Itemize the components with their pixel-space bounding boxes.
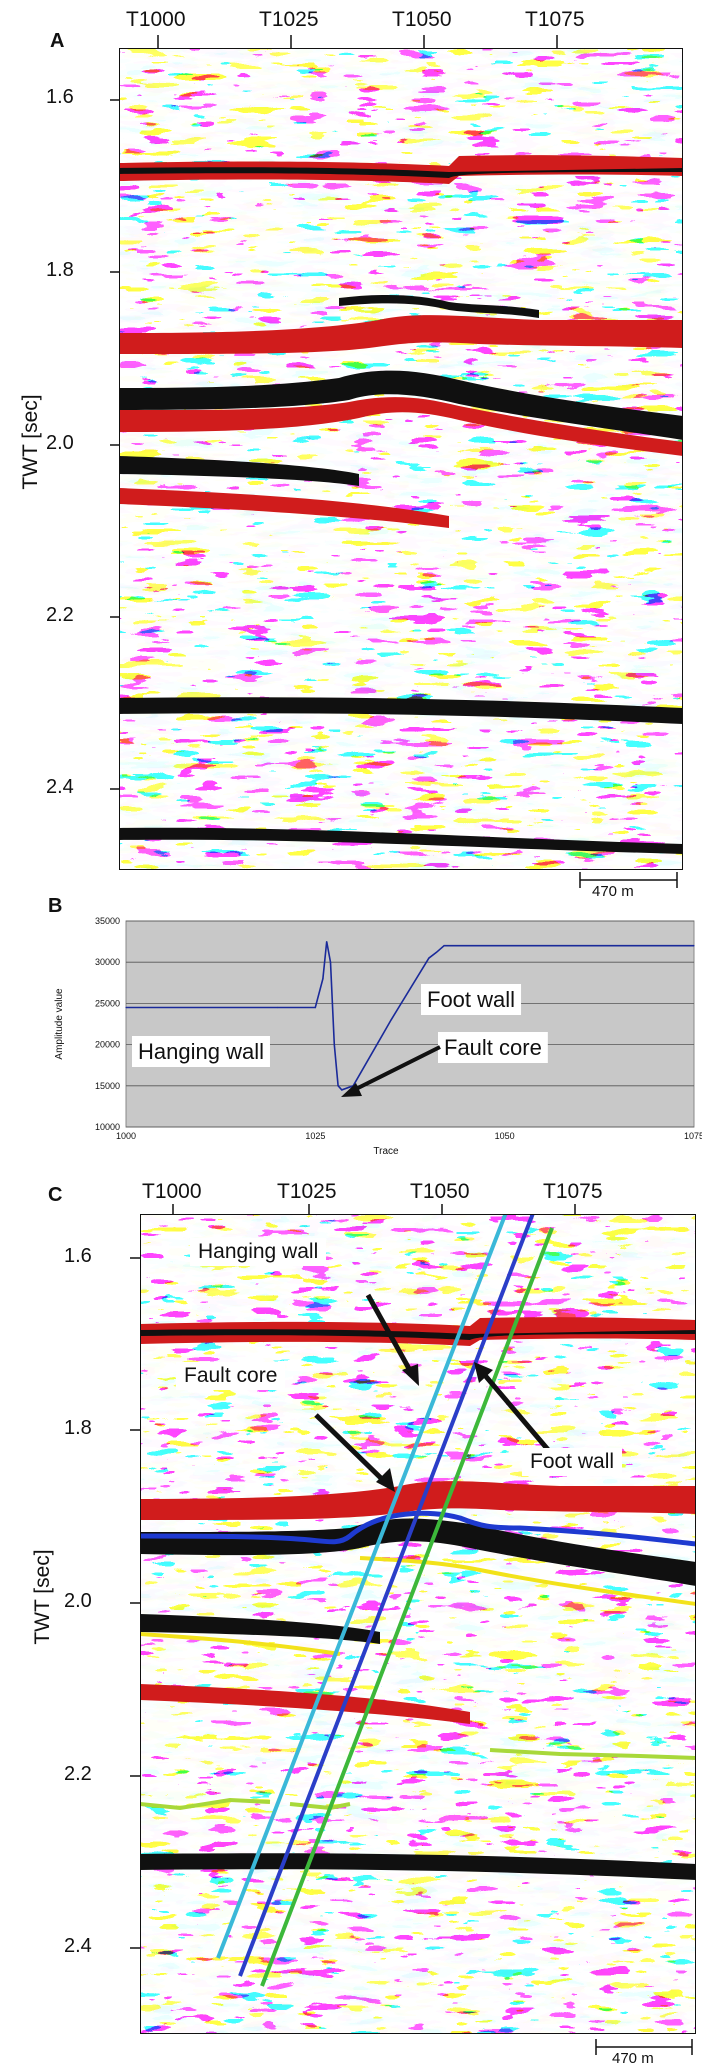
chart-y-tick-label: 10000	[95, 1122, 120, 1132]
chart-data-point	[314, 1006, 316, 1009]
chart-y-axis-label: Amplitude value	[54, 988, 65, 1060]
chart-y-tick-label: 25000	[95, 998, 120, 1008]
chart-data-point	[390, 1019, 392, 1021]
panel-a: A T1000 T1025 T1050 T1075 1.6 1.8 2.0 2.…	[0, 0, 702, 900]
chart-y-tick-label: 35000	[95, 916, 120, 926]
chart-annotation-foot-wall: Foot wall	[427, 987, 515, 1012]
chart-data-point	[579, 945, 582, 947]
panel-c-fault-core-label: Fault core	[176, 1362, 286, 1390]
chart-annotation-fault-core-box	[438, 1032, 548, 1063]
panel-c-trace-tick-1075: T1075	[543, 1180, 603, 1203]
chart-data-point	[333, 1044, 335, 1046]
chart-data-point	[341, 1089, 343, 1091]
panel-a-axes-ticks	[110, 35, 678, 888]
chart-annotation-foot-wall-box	[421, 984, 522, 1015]
chart-plot-area	[125, 920, 695, 1128]
panel-c-trace-tick-1025: T1025	[277, 1180, 337, 1203]
chart-data-point	[466, 945, 468, 947]
panel-a-trace-tick-1025: T1025	[259, 8, 319, 31]
chart-annotation-fault-core: Fault core	[444, 1035, 542, 1060]
panel-c-trace-tick-1000: T1000	[142, 1180, 202, 1203]
panel-c-foot-wall-label: Foot wall	[522, 1448, 623, 1476]
chart-data-point	[693, 945, 695, 947]
chart-y-tick-label: 20000	[95, 1040, 120, 1050]
panel-c-scale-bar-label: 470 m	[612, 2050, 654, 2067]
chart-y-tick-label: 30000	[95, 957, 120, 967]
panel-a-time-tick-2-4: 2.4	[46, 776, 74, 798]
chart-y-tick-label: 15000	[95, 1081, 120, 1091]
panel-c-time-tick-1-6: 1.6	[64, 1245, 92, 1267]
chart-data-point	[443, 945, 445, 947]
panel-c-seismic-section	[140, 1214, 696, 2034]
panel-c-axes-ticks	[130, 1204, 693, 2055]
chart-annotation-hanging-wall: Hanging wall	[138, 1039, 264, 1064]
chart-data-point	[337, 1085, 339, 1087]
panel-b-chart: 10000 15000 20000 25000 30000 35000 1000 1025 10…	[54, 916, 702, 1155]
chart-annotation-arrowhead	[341, 1083, 362, 1097]
panel-c: C T1000 T1025 T1050 T1075 1.6 1.8 2.0 2.…	[0, 1180, 702, 2067]
chart-data-point	[329, 961, 332, 963]
panel-b-label: B	[48, 895, 63, 917]
panel-a-label: A	[50, 30, 65, 52]
panel-a-trace-tick-1075: T1075	[525, 8, 585, 31]
chart-data-point	[435, 951, 438, 953]
panel-c-time-tick-2-4: 2.4	[64, 1935, 92, 1957]
panel-c-time-tick-2-2: 2.2	[64, 1763, 92, 1785]
panel-c-time-tick-1-8: 1.8	[64, 1417, 92, 1439]
panel-a-seismic-section	[119, 48, 683, 870]
chart-x-axis-label: Trace	[373, 1146, 399, 1155]
panel-a-time-tick-2-2: 2.2	[46, 604, 74, 626]
chart-data-point	[322, 978, 324, 980]
chart-x-tick-label: 1025	[305, 1131, 325, 1141]
chart-data-point	[276, 1006, 279, 1009]
panel-c-hanging-wall-label: Hanging wall	[190, 1238, 327, 1266]
chart-x-tick-label: 1050	[495, 1131, 515, 1141]
panel-c-label: C	[48, 1184, 63, 1206]
chart-annotation-hanging-wall-box	[132, 1036, 270, 1067]
panel-a-scale-bar-label: 470 m	[592, 883, 634, 900]
panel-b: B 10000 15000 20000 25000 30000 35000 1000 1025…	[0, 895, 702, 1155]
chart-x-tick-label: 1075	[684, 1131, 702, 1141]
panel-a-trace-tick-1000: T1000	[126, 8, 186, 31]
chart-data-point	[125, 1006, 127, 1009]
chart-data-point	[326, 941, 328, 943]
panel-a-time-tick-1-8: 1.8	[46, 259, 74, 281]
panel-a-time-tick-1-6: 1.6	[46, 86, 74, 108]
chart-x-tick-label: 1000	[116, 1131, 136, 1141]
panel-c-trace-tick-1050: T1050	[410, 1180, 470, 1203]
panel-a-trace-tick-1050: T1050	[392, 8, 452, 31]
panel-a-time-tick-2-0: 2.0	[46, 432, 74, 454]
panel-c-time-tick-2-0: 2.0	[64, 1590, 92, 1612]
chart-data-point	[428, 957, 430, 959]
chart-annotation-arrow	[351, 1045, 441, 1093]
